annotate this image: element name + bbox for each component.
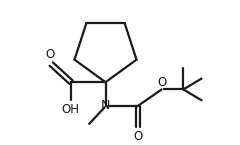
Text: O: O <box>46 48 55 61</box>
Text: O: O <box>133 130 143 143</box>
Text: O: O <box>157 76 166 89</box>
Text: OH: OH <box>61 103 79 116</box>
Text: N: N <box>101 99 110 112</box>
